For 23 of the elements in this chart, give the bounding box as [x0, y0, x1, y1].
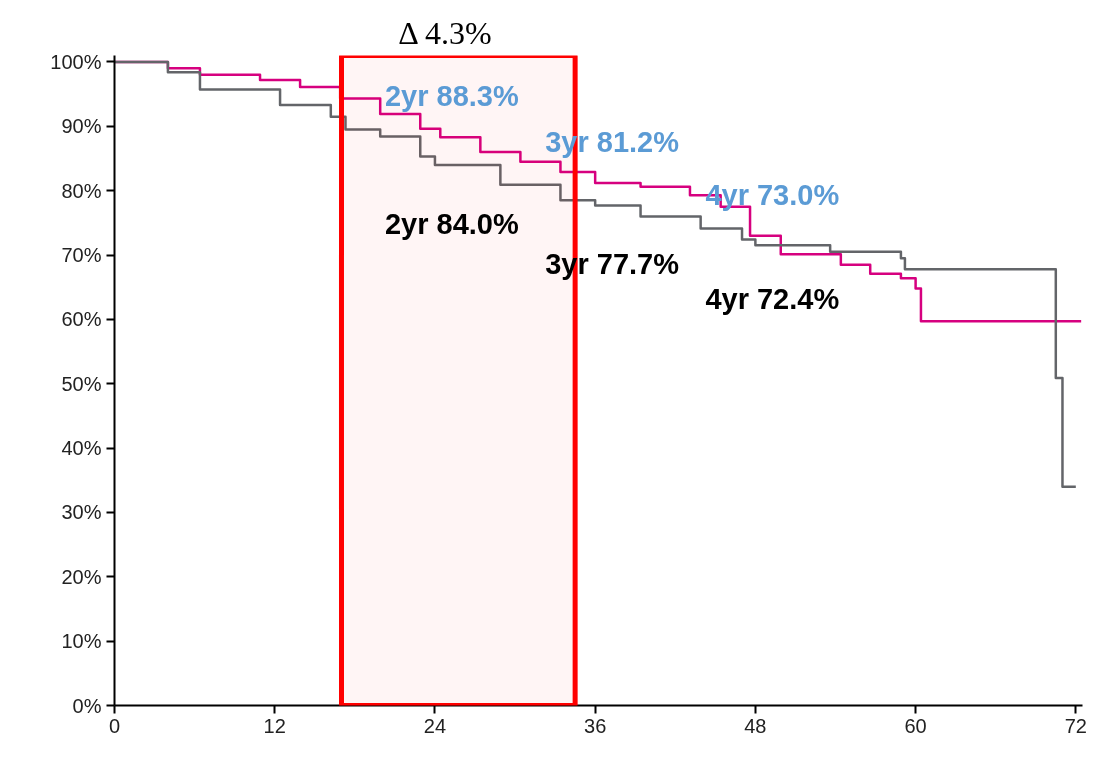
y-tick-label: 10%	[61, 630, 102, 653]
y-tick-label: 20%	[61, 565, 102, 588]
text: Δ 4.3%	[398, 14, 492, 51]
y-tick-label: 70%	[61, 244, 102, 266]
x-tick-label: 12	[263, 714, 286, 737]
y-tick-label: 60%	[61, 308, 102, 331]
annotation: 4yr 73.0%	[705, 178, 840, 211]
y-tick-label: 50%	[61, 372, 102, 395]
annotation: 2yr 88.3%	[384, 80, 519, 113]
x-tick-label: 0	[108, 714, 121, 737]
y-tick-label: 30%	[61, 501, 102, 524]
y-tick-label: 0%	[72, 694, 102, 717]
x-tick-label: 36	[584, 714, 607, 737]
y-tick-label: 100%	[50, 50, 102, 73]
x-tick-label: 60	[904, 714, 927, 737]
y-tick-label: 90%	[61, 115, 102, 138]
y-tick-label: 40%	[61, 437, 102, 460]
annotation: 4yr 72.4%	[705, 282, 840, 315]
y-tick-label: 80%	[61, 179, 102, 202]
annotation: 2yr 84.0%	[384, 207, 519, 240]
x-tick-label: 48	[744, 714, 767, 737]
x-tick-label: 72	[1064, 714, 1087, 737]
x-tick-label: 24	[423, 714, 447, 737]
